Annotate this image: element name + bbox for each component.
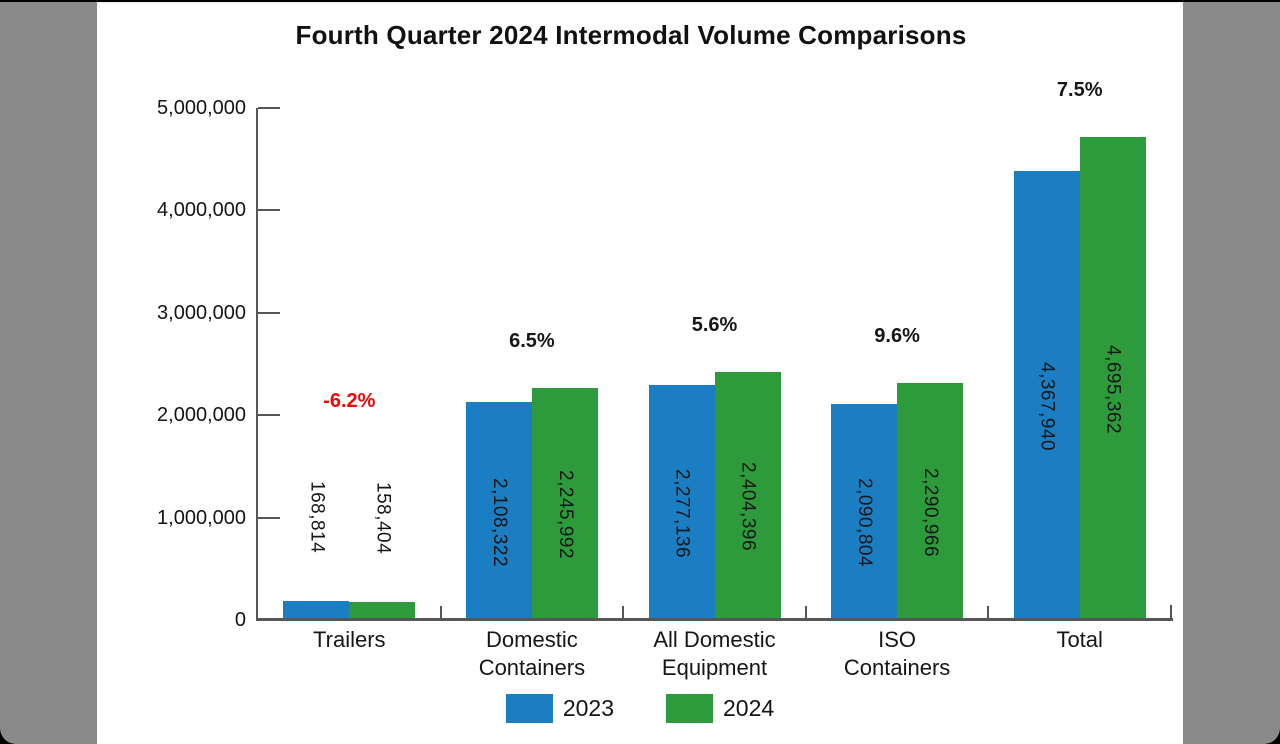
y-axis-tick-label: 5,000,000 bbox=[157, 97, 246, 119]
value-label-2024-iso-containers: 2,290,966 bbox=[897, 383, 963, 618]
value-label-text: 2,108,322 bbox=[488, 477, 510, 567]
x-axis-label-trailers: Trailers bbox=[313, 627, 386, 652]
value-label-2023-trailers: 168,814 bbox=[283, 461, 349, 553]
value-label-text: 2,290,966 bbox=[920, 468, 942, 558]
value-label-2023-domestic-containers: 2,108,322 bbox=[466, 402, 532, 618]
x-axis-divider-tick bbox=[622, 606, 625, 618]
bar-2024-iso-containers bbox=[897, 383, 964, 618]
bar-2024-domestic-containers bbox=[531, 388, 598, 618]
value-label-2024-domestic-containers: 2,245,992 bbox=[532, 388, 598, 618]
value-label-text: 2,404,396 bbox=[737, 462, 759, 552]
y-axis-tick bbox=[258, 209, 280, 212]
bar-2024-trailers bbox=[349, 601, 416, 618]
value-label-2023-all-domestic-equipment: 2,277,136 bbox=[649, 385, 715, 618]
value-label-text: 4,695,362 bbox=[1102, 345, 1124, 435]
legend: 2023 2024 bbox=[97, 694, 1183, 723]
y-axis-tick-label: 2,000,000 bbox=[157, 404, 246, 427]
bar-2023-iso-containers bbox=[831, 403, 898, 618]
y-axis-tick bbox=[258, 107, 280, 109]
value-label-2024-all-domestic-equipment: 2,404,396 bbox=[715, 372, 781, 618]
x-axis-label-all-domestic-equipment: All Domestic Equipment bbox=[653, 627, 776, 680]
left-gray-panel bbox=[0, 2, 97, 744]
legend-label-2023: 2023 bbox=[562, 695, 614, 721]
right-gray-panel bbox=[1183, 2, 1280, 744]
y-axis-tick bbox=[258, 311, 280, 314]
x-axis-label-domestic-containers: Domestic Containers bbox=[478, 627, 586, 680]
y-axis-tick-label: 0 bbox=[234, 609, 246, 631]
value-label-2023-iso-containers: 2,090,804 bbox=[831, 404, 897, 618]
value-label-2024-total: 4,695,362 bbox=[1080, 137, 1146, 618]
bar-2023-trailers bbox=[283, 600, 350, 618]
value-label-text: 168,814 bbox=[306, 480, 328, 553]
x-axis-line bbox=[256, 618, 1173, 621]
pct-change-trailers: -6.2% bbox=[323, 389, 376, 412]
value-label-text: 2,245,992 bbox=[554, 470, 576, 560]
x-axis-end-tick bbox=[1170, 605, 1172, 618]
x-axis-divider-tick bbox=[439, 606, 442, 618]
legend-item-2024: 2024 bbox=[666, 694, 774, 723]
value-label-text: 2,090,804 bbox=[854, 478, 876, 568]
legend-item-2023: 2023 bbox=[505, 694, 614, 723]
y-axis-tick-label: 1,000,000 bbox=[157, 506, 246, 529]
x-axis-divider-tick bbox=[987, 606, 990, 618]
x-axis-divider-tick bbox=[804, 606, 807, 618]
pct-change-all-domestic-equipment: 5.6% bbox=[691, 313, 738, 336]
value-label-text: 4,367,940 bbox=[1036, 361, 1058, 451]
y-axis-tick bbox=[258, 516, 280, 519]
value-label-2024-trailers: 158,404 bbox=[349, 462, 415, 554]
pct-change-iso-containers: 9.6% bbox=[874, 325, 920, 348]
value-label-text: 158,404 bbox=[372, 481, 394, 554]
value-label-text: 2,277,136 bbox=[671, 468, 693, 558]
y-axis-tick-label: 3,000,000 bbox=[157, 301, 246, 324]
bar-2024-all-domestic-equipment bbox=[714, 371, 781, 618]
y-axis-tick bbox=[258, 414, 280, 417]
x-axis-label-iso-containers: ISO Containers bbox=[843, 627, 951, 680]
x-axis-label-total: Total bbox=[1056, 627, 1103, 652]
legend-swatch-2024-icon bbox=[666, 694, 713, 723]
y-axis-tick-label: 4,000,000 bbox=[157, 199, 246, 222]
bar-2023-total bbox=[1013, 170, 1080, 618]
bar-2024-total bbox=[1079, 137, 1146, 618]
value-label-2023-total: 4,367,940 bbox=[1014, 171, 1080, 618]
pct-change-total: 7.5% bbox=[1056, 79, 1103, 102]
legend-label-2024: 2024 bbox=[723, 695, 775, 721]
chart-title: Fourth Quarter 2024 Intermodal Volume Co… bbox=[295, 20, 967, 50]
y-axis-line bbox=[256, 108, 258, 620]
legend-swatch-2023-icon bbox=[505, 694, 553, 723]
bar-2023-domestic-containers bbox=[465, 402, 532, 618]
pct-change-domestic-containers: 6.5% bbox=[509, 330, 555, 352]
bar-2023-all-domestic-equipment bbox=[648, 384, 715, 618]
